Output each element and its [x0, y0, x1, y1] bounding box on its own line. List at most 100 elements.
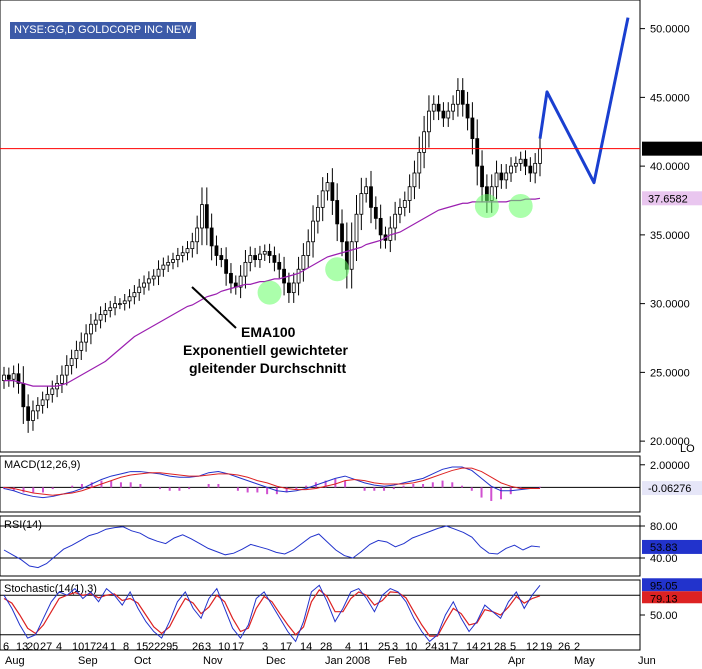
price-candle [427, 110, 431, 133]
date-tick-month: Sep [78, 655, 98, 667]
rsi-pane [0, 515, 641, 577]
date-tick-month: Feb [388, 655, 407, 667]
price-candle [26, 406, 31, 421]
annotation-line-1: EMA100 [241, 324, 296, 340]
date-tick-day: 10 [218, 641, 230, 653]
price-tick-label: 50.0000 [650, 24, 690, 36]
price-candle [253, 255, 257, 261]
date-tick-day: 11 [358, 641, 369, 653]
price-candle [315, 206, 320, 222]
price-candle [60, 374, 64, 384]
price-candle [6, 374, 11, 380]
price-candle [518, 158, 523, 164]
date-tick-month: Jun [638, 655, 656, 667]
price-candle [460, 90, 465, 105]
macd-axis: 2.00000 -0.06276 [640, 460, 702, 496]
last-price-label: 41.2700 [650, 144, 690, 156]
price-candle [209, 227, 214, 247]
price-candle [291, 282, 296, 294]
rsi-value-box [642, 539, 702, 554]
price-candle [180, 252, 185, 256]
price-candle [127, 296, 132, 302]
date-tick-day: 22 [148, 641, 160, 653]
projection-zigzag [538, 17, 630, 185]
date-tick-day: 24 [96, 641, 108, 653]
price-candle [494, 172, 499, 188]
ema100-series: 37.6582 [4, 191, 702, 387]
price-candle [301, 255, 306, 270]
ema100-line [4, 197, 541, 387]
stochastic-d-box [642, 591, 702, 604]
macd-series [0, 466, 640, 501]
price-candle [282, 268, 286, 284]
price-candle [311, 220, 315, 243]
price-candle [364, 186, 369, 195]
stochastic-k-line [3, 584, 541, 643]
date-tick-day: 13 [16, 641, 28, 653]
price-candle [161, 264, 166, 270]
price-candle [195, 227, 200, 243]
price-tick-label: 30.0000 [650, 299, 690, 311]
price-candle [137, 286, 142, 294]
date-tick-day: 27 [40, 641, 52, 653]
stochastic-tick-label: 50.00 [650, 610, 678, 622]
price-candle [64, 365, 69, 376]
price-candle [45, 393, 50, 401]
price-candle [113, 303, 117, 309]
price-pane [0, 0, 641, 453]
date-tick-day: 10 [72, 641, 84, 653]
price-candle [513, 162, 518, 167]
macd-name: MACD(12,26,9) [4, 459, 80, 471]
support-highlights [257, 194, 533, 305]
price-candle [451, 103, 455, 112]
price-candle [69, 358, 74, 366]
price-candle [117, 303, 122, 306]
price-candle [171, 259, 175, 263]
price-candle [40, 399, 45, 406]
price-candle [325, 182, 330, 192]
stochastic-pane [0, 579, 641, 651]
date-tick-day: 29 [160, 641, 172, 653]
date-tick-month: Jan 2008 [325, 655, 370, 667]
price-candle [412, 172, 417, 188]
date-tick-day: 20 [27, 641, 39, 653]
price-candle [431, 103, 436, 112]
price-candle [229, 272, 233, 284]
price-candle [504, 172, 509, 181]
macd-line [3, 466, 541, 499]
projection-line [538, 17, 630, 185]
price-candle [465, 103, 470, 119]
macd-signal-line [3, 467, 540, 496]
price-axis-lo-label: LO [680, 443, 695, 455]
price-candle [470, 117, 475, 140]
price-candle [320, 190, 325, 208]
price-candle [185, 248, 190, 254]
date-tick-month: May [574, 655, 595, 667]
annotation-pointer [191, 286, 237, 329]
chart-title: NYSE:GG,D GOLDCORP INC NEW [10, 22, 196, 39]
stochastic-series [0, 584, 640, 643]
price-candle [103, 310, 108, 316]
price-candle [422, 131, 427, 153]
price-candle [456, 90, 460, 105]
date-tick-day: 7 [452, 641, 458, 653]
date-tick-day: 26 [192, 641, 204, 653]
price-candle [398, 206, 402, 215]
rsi-series [0, 525, 640, 569]
price-candle [146, 278, 151, 284]
price-candle [287, 282, 291, 294]
price-candle [267, 250, 272, 256]
price-candle [480, 165, 484, 188]
date-tick-day: 17 [84, 641, 96, 653]
price-candle [248, 255, 253, 263]
last-price-line: 41.2700 [0, 141, 702, 156]
rsi-value-label: 53.83 [650, 542, 678, 554]
date-tick-day: 17 [280, 641, 292, 653]
rsi-tick-label: 80.00 [650, 521, 678, 533]
price-candle [378, 217, 383, 236]
price-tick-label: 20.0000 [650, 436, 690, 448]
price-candle [204, 204, 209, 229]
date-tick-day: 25 [378, 641, 390, 653]
price-candle [35, 404, 40, 412]
